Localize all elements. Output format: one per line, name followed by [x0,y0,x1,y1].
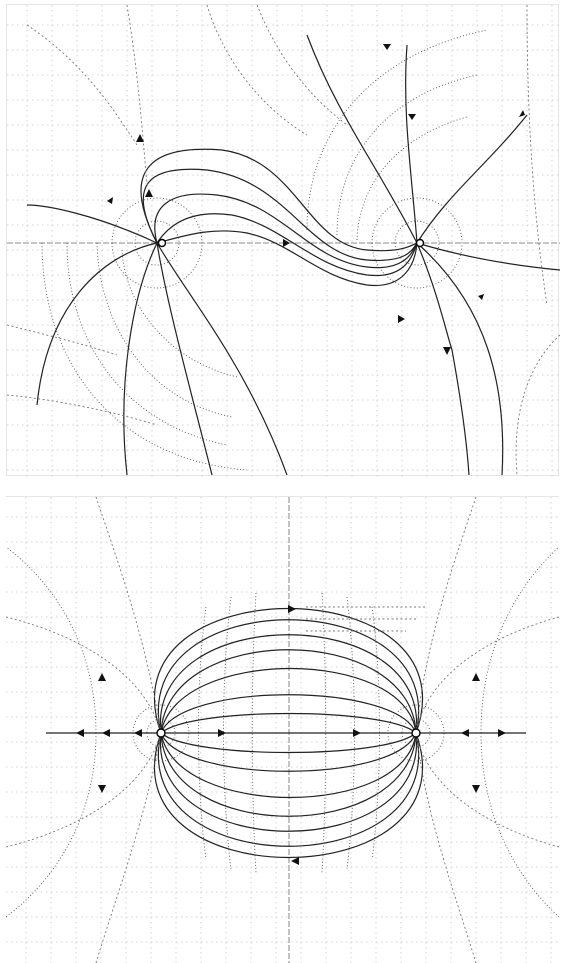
arrow-icon [461,729,469,737]
arrow-icon [472,785,480,793]
bottom-background-lines [6,497,559,963]
arrow-icon [107,197,113,204]
arrow-icon [288,605,296,613]
bottom-field-svg [6,497,559,963]
arrow-icon [353,729,361,737]
arrow-icon [472,673,480,681]
arrow-icon [98,785,106,793]
arrow-icon [498,729,506,737]
top-charges [157,238,425,248]
bottom-field-lines [46,608,526,858]
bottom-equipotentials [6,546,559,918]
arrow-icon [443,347,451,355]
left-charge-icon [157,238,167,248]
arrow-icon [478,294,484,300]
bottom-grid [6,497,559,963]
bottom-field-diagram [6,496,559,963]
top-left-equipotentials [41,197,248,471]
arrow-icon [398,315,405,323]
top-field-diagram [6,4,560,477]
arrow-icon [145,189,153,197]
top-right-equipotentials [306,29,488,289]
arrow-icon [136,134,144,142]
arrow-icon [76,729,84,737]
top-arrows [107,44,525,355]
left-charge-icon [156,728,166,738]
right-charge-icon [411,728,421,738]
arrow-icon [134,729,142,737]
arrow-icon [519,110,525,117]
arrow-icon [383,44,391,50]
bottom-arrows [76,605,506,865]
arrow-icon [218,729,226,737]
top-field-lines [26,34,560,476]
bottom-charges [156,728,421,738]
top-field-svg [7,5,560,477]
top-background-lines [7,5,560,476]
arrow-icon [98,673,106,681]
right-charge-icon [415,238,425,248]
arrow-icon [102,729,110,737]
arrow-icon [291,857,299,865]
arrow-icon [408,114,416,120]
arrow-icon [283,239,290,247]
bottom-annotation-lines [306,606,426,632]
top-grid [7,5,560,477]
